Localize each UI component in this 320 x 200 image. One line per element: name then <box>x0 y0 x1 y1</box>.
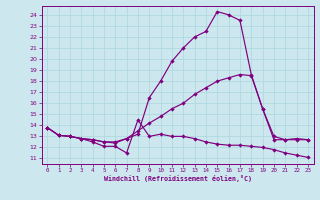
X-axis label: Windchill (Refroidissement éolien,°C): Windchill (Refroidissement éolien,°C) <box>104 175 252 182</box>
